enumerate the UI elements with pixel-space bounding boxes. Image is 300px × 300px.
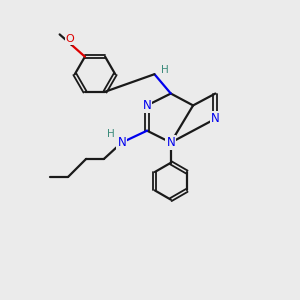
Text: H: H — [161, 65, 169, 75]
Text: O: O — [66, 34, 74, 44]
Text: H: H — [107, 129, 115, 139]
Text: N: N — [117, 136, 126, 149]
Text: N: N — [211, 112, 220, 125]
Text: N: N — [143, 99, 152, 112]
Text: N: N — [167, 136, 175, 149]
